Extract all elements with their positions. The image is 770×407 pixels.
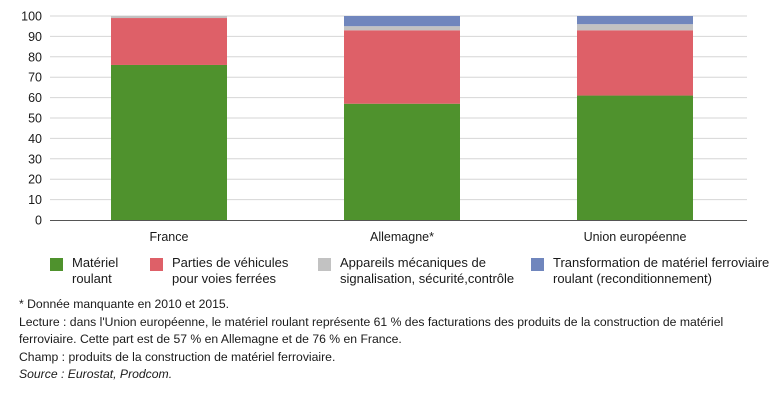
x-axis-labels: France Allemagne* Union européenne [150, 230, 687, 244]
bar-segment [344, 103, 460, 220]
scope-note: Champ : produits de la construction de m… [19, 349, 336, 364]
legend-swatch [150, 258, 163, 271]
bar-segment [344, 30, 460, 104]
legend-item-parties-vehicules: Parties de véhicules pour voies ferrées [150, 255, 288, 287]
x-tick-label: France [150, 230, 189, 244]
legend-label: Appareils mécaniques de signalisation, sé… [340, 255, 515, 286]
y-tick-label: 50 [28, 112, 42, 126]
bar-segment [111, 18, 227, 65]
y-tick-label: 40 [28, 132, 42, 146]
bar-segment [344, 26, 460, 31]
y-axis-ticks: 0 10 20 30 40 50 60 70 80 90 100 [21, 10, 42, 228]
missing-data-note: * Donnée manquante en 2010 et 2015. [19, 297, 230, 311]
y-tick-label: 90 [28, 30, 42, 44]
x-tick-label: Union européenne [584, 230, 687, 244]
bar-segment [111, 64, 227, 221]
bar-segment [111, 16, 227, 19]
bars [111, 16, 693, 221]
legend-label: Transformation de matériel ferroviaire ro… [553, 255, 770, 286]
legend-label: Matériel roulant [72, 255, 119, 286]
reading-note: Lecture : dans l'Union européenne, le ma… [19, 314, 724, 347]
y-tick-label: 0 [35, 214, 42, 228]
y-tick-label: 20 [28, 173, 42, 187]
stacked-bar-chart: 0 10 20 30 40 50 60 70 80 90 100 France Allemagne* U… [21, 10, 747, 244]
y-tick-label: 30 [28, 152, 42, 166]
legend-label: Parties de véhicules pour voies ferrées [172, 255, 289, 286]
y-tick-label: 100 [21, 10, 42, 24]
x-tick-label: Allemagne* [370, 230, 434, 244]
legend-swatch [50, 258, 63, 271]
bar-segment [577, 95, 693, 220]
legend-item-materiel-roulant: Matériel roulant [50, 255, 118, 287]
legend-swatch [318, 258, 331, 271]
legend-item-appareils-signalisation: Appareils mécaniques de signalisation, sé… [318, 255, 514, 287]
bar-segment [577, 24, 693, 31]
y-tick-label: 70 [28, 71, 42, 85]
y-tick-label: 10 [28, 193, 42, 207]
source-note: Source : Eurostat, Prodcom. [19, 367, 173, 381]
bar-segment [344, 16, 460, 27]
legend-swatch [531, 258, 544, 271]
y-tick-label: 80 [28, 50, 42, 64]
legend-item-transformation-materiel: Transformation de matériel ferroviaire ro… [531, 255, 769, 287]
y-tick-label: 60 [28, 91, 42, 105]
legend: Matériel roulant Parties de véhicules pour… [0, 255, 770, 295]
bar-segment [577, 16, 693, 25]
chart-notes: * Donnée manquante en 2010 et 2015. Lect… [19, 296, 764, 384]
bar-segment [577, 30, 693, 96]
